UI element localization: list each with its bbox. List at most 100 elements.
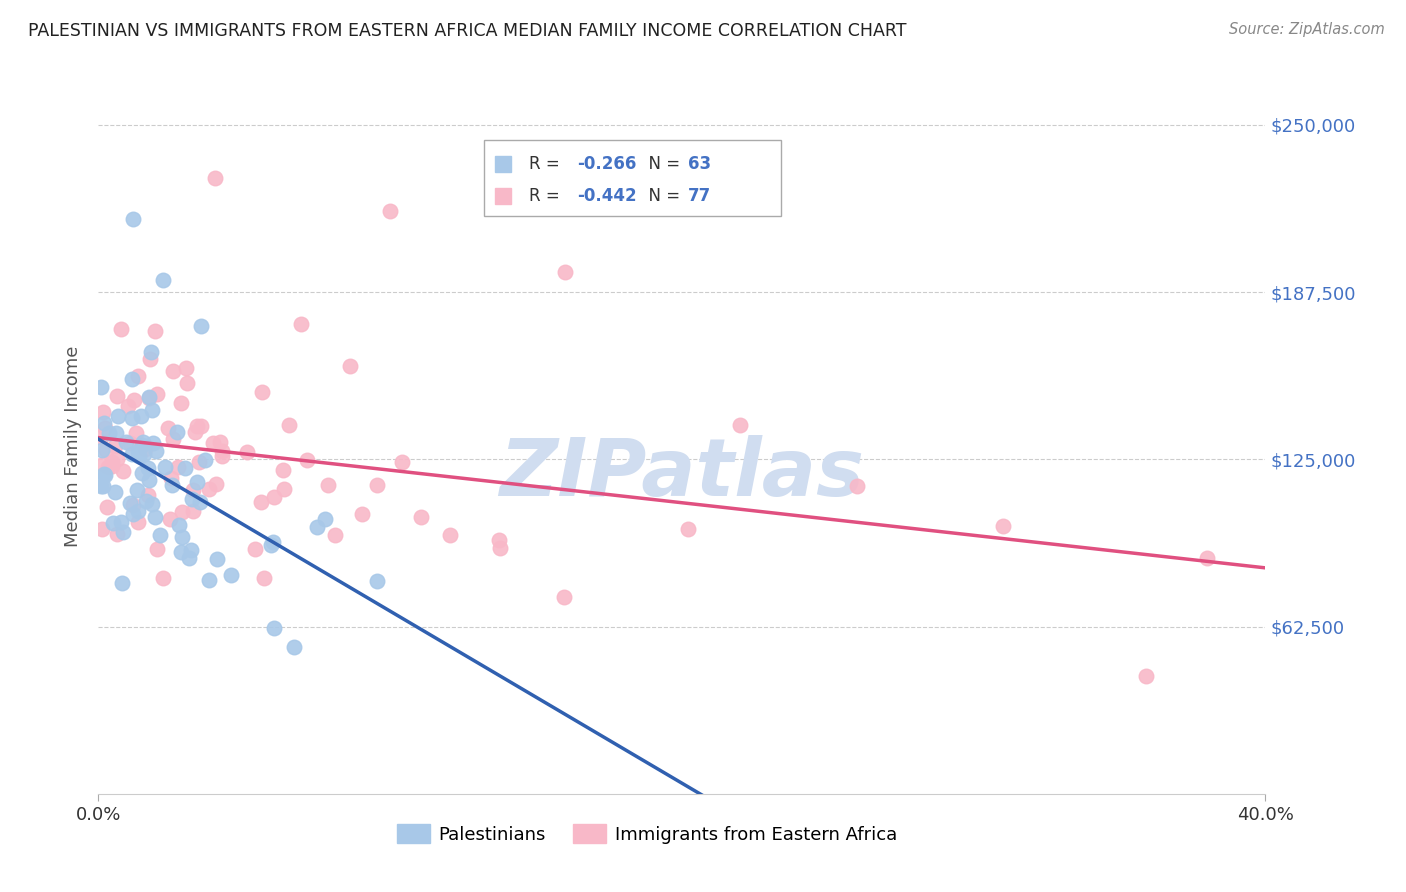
Point: [96, 500, 118, 514]
Text: R =: R =: [529, 186, 565, 204]
Point: [211, 444, 233, 458]
Point: [295, 453, 318, 467]
Point: [127, 515, 149, 529]
Y-axis label: Median Family Income: Median Family Income: [65, 345, 83, 547]
Point: [139, 345, 162, 359]
Point: [177, 551, 200, 566]
Point: [198, 482, 221, 496]
Point: [91, 404, 114, 418]
Point: [339, 359, 361, 373]
Point: [236, 445, 259, 459]
Point: [162, 432, 184, 446]
Point: [121, 372, 143, 386]
Point: [141, 403, 163, 417]
Point: [314, 512, 336, 526]
Point: [127, 443, 149, 458]
Point: [190, 419, 212, 434]
Point: [553, 590, 575, 604]
Point: [146, 387, 169, 401]
Point: [263, 491, 285, 505]
Point: [135, 494, 157, 508]
Point: [129, 409, 152, 423]
Point: [97, 460, 120, 475]
Point: [730, 417, 752, 432]
Point: [204, 171, 226, 186]
Point: [166, 425, 188, 440]
Point: [181, 483, 204, 498]
Point: [352, 508, 374, 522]
Point: [117, 399, 139, 413]
Point: [391, 455, 413, 469]
Point: [91, 522, 114, 536]
Point: [323, 528, 346, 542]
Point: [190, 318, 212, 333]
Point: [991, 519, 1014, 533]
Point: [166, 460, 188, 475]
Point: [105, 526, 128, 541]
Point: [136, 460, 159, 475]
Point: [145, 324, 167, 338]
Point: [205, 551, 228, 566]
Point: [290, 318, 312, 332]
Point: [110, 515, 132, 529]
Point: [121, 446, 143, 460]
Point: [278, 417, 301, 432]
Point: [134, 447, 156, 461]
Point: [167, 517, 190, 532]
Text: N =: N =: [637, 155, 685, 173]
Point: [174, 361, 197, 376]
Point: [90, 479, 112, 493]
Point: [115, 435, 138, 450]
Point: [94, 467, 117, 482]
Point: [93, 416, 115, 430]
Point: [180, 543, 202, 558]
Point: [488, 541, 510, 555]
Point: [131, 438, 153, 452]
Point: [262, 534, 284, 549]
Text: N =: N =: [637, 186, 685, 204]
Point: [131, 466, 153, 480]
Point: [120, 496, 142, 510]
Point: [366, 478, 388, 492]
Point: [160, 477, 183, 491]
Point: [409, 510, 432, 524]
Text: -0.266: -0.266: [576, 155, 637, 173]
Point: [243, 542, 266, 557]
Point: [90, 430, 112, 444]
Point: [134, 442, 156, 457]
Point: [186, 475, 208, 490]
Point: [174, 461, 197, 475]
Point: [676, 522, 699, 536]
Point: [1135, 669, 1157, 683]
Point: [250, 495, 273, 509]
Point: [91, 443, 114, 458]
Point: [139, 351, 162, 366]
Point: [132, 435, 155, 450]
Point: [219, 568, 242, 582]
Point: [271, 463, 294, 477]
Point: [187, 455, 209, 469]
Point: [107, 389, 129, 403]
Point: [94, 421, 117, 435]
Point: [110, 322, 132, 336]
Point: [380, 203, 402, 218]
Point: [846, 479, 869, 493]
Point: [488, 533, 510, 548]
Point: [107, 409, 129, 424]
Point: [155, 459, 177, 474]
Text: ZIPatlas: ZIPatlas: [499, 434, 865, 513]
Point: [181, 504, 204, 518]
Point: [136, 488, 159, 502]
Point: [176, 376, 198, 390]
Point: [93, 457, 115, 471]
Point: [188, 495, 211, 509]
Point: [208, 434, 231, 449]
Point: [138, 391, 160, 405]
Point: [141, 497, 163, 511]
Point: [194, 453, 217, 467]
Point: [181, 491, 204, 506]
Point: [152, 571, 174, 585]
Point: [100, 455, 122, 469]
Point: [170, 505, 193, 519]
Point: [122, 498, 145, 512]
